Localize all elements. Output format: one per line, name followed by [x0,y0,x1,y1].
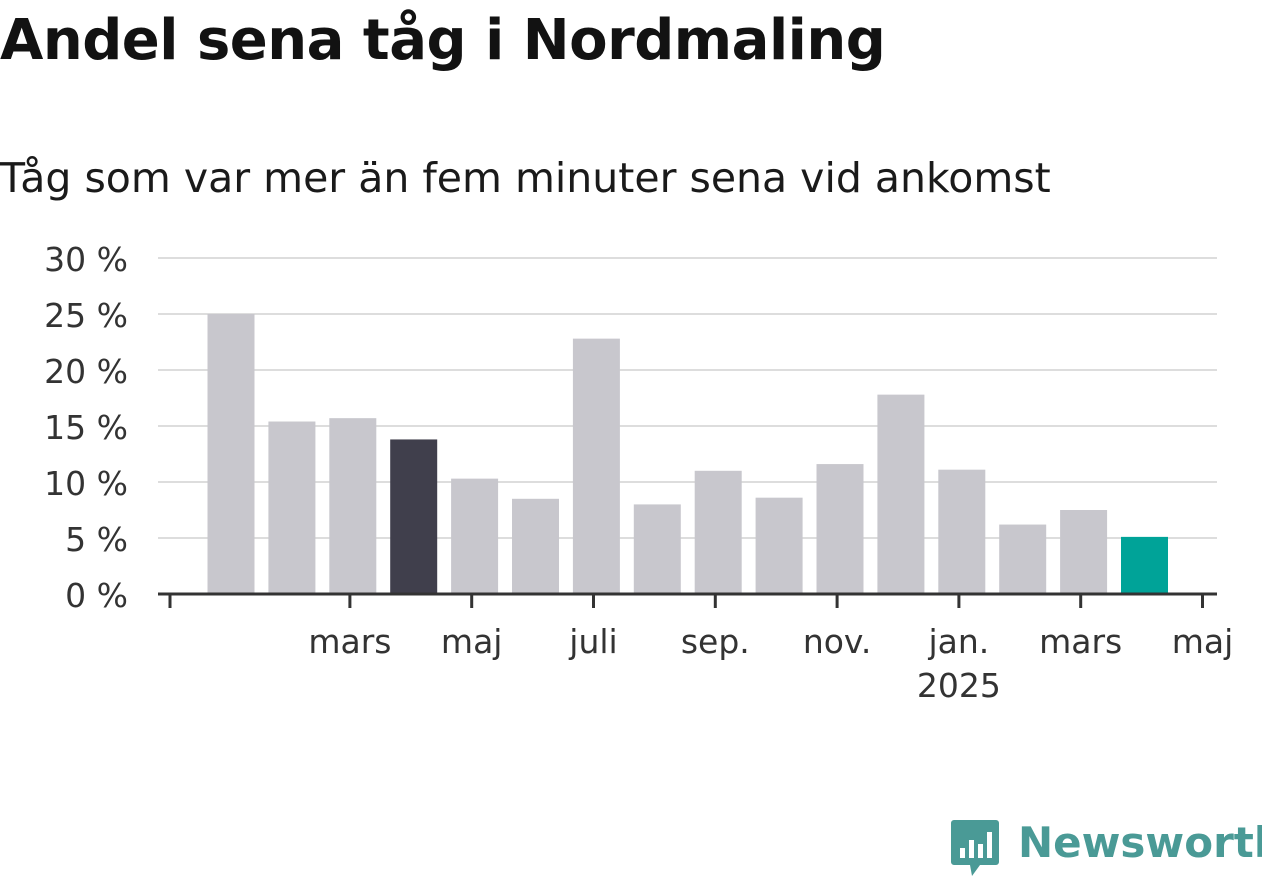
bar-2025-02 [938,469,986,594]
y-tick-label: 10 % [44,464,128,503]
x-tick-label: jan. [928,622,990,661]
bar-2024-09 [633,504,681,594]
x-tick-label: nov. [803,622,872,661]
y-tick-label: 0 % [65,576,128,615]
bar-2024-03 [268,421,316,594]
bar-2024-07 [512,498,559,594]
brand-name: Newsworthy [1018,818,1262,867]
newsworthy-logo-icon [951,820,999,876]
chart-subtitle: Tåg som var mer än fem minuter sena vid … [0,154,1051,202]
x-tick-label: maj [441,622,503,661]
y-tick-label: 30 % [44,240,128,279]
bar-2024-11 [755,497,803,594]
bar-2024-10 [694,470,742,594]
grid-lines [158,257,1217,539]
bar-2025-05 [1121,536,1168,594]
bar-2024-05 [390,439,438,594]
y-tick-label: 5 % [65,520,128,559]
bars [207,314,1168,594]
x-axis [158,592,1217,608]
bar-2024-04 [329,418,377,594]
x-tick-label: sep. [681,622,750,661]
y-tick-label: 15 % [44,408,128,447]
newsworthy-logo: Newsworthy [950,818,1262,880]
chart-title: Andel sena tåg i Nordmaling [0,8,886,73]
x-tick-year-label: 2025 [917,666,1001,705]
bar-2025-01 [877,394,925,594]
bar-2024-12 [816,464,864,594]
x-tick-label: juli [568,622,617,661]
x-tick-label: maj [1172,622,1234,661]
bar-2025-04 [1060,510,1108,594]
y-tick-label: 25 % [44,296,128,335]
x-tick-label: mars [1039,622,1122,661]
x-tick-label: mars [308,622,391,661]
x-axis-labels: mars maj juli sep. nov. jan. 2025 mars maj [308,622,1233,705]
y-tick-label: 20 % [44,352,128,391]
bar-2024-06 [451,478,499,594]
bar-2025-03 [999,524,1047,594]
bar-2024-08 [572,338,620,594]
bar-2024-02 [207,314,255,594]
y-axis-labels: 0 % 5 % 10 % 15 % 20 % 25 % 30 % [44,240,128,615]
